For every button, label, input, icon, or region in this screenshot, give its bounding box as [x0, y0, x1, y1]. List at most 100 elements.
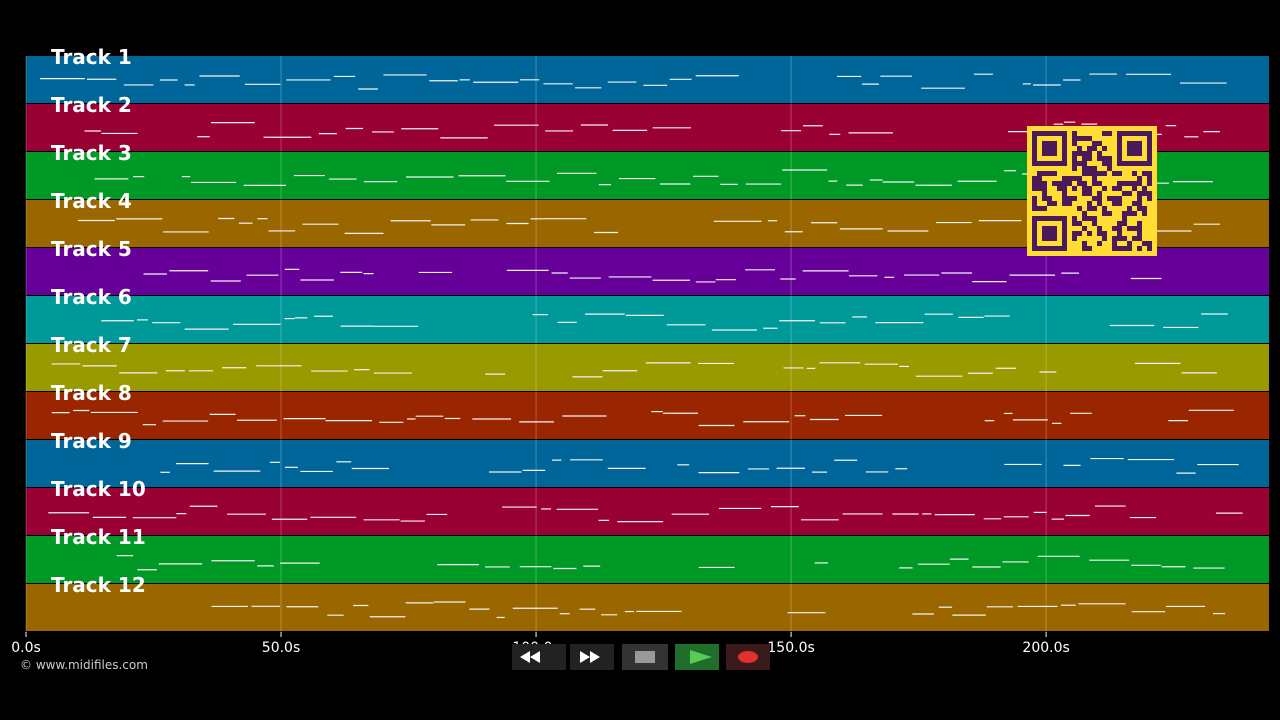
track-row — [26, 296, 1269, 343]
qr-module — [1082, 156, 1087, 161]
qr-module — [1132, 171, 1137, 176]
qr-finder — [1042, 226, 1057, 241]
qr-module — [1097, 151, 1102, 156]
record-icon — [738, 651, 758, 663]
stop-icon — [635, 651, 655, 663]
qr-module — [1062, 191, 1067, 196]
track-row — [26, 440, 1269, 487]
qr-module — [1137, 181, 1142, 186]
qr-code — [1027, 126, 1157, 256]
qr-module — [1117, 171, 1122, 176]
qr-module — [1122, 236, 1127, 241]
track-label: Track 2 — [51, 93, 132, 117]
qr-module — [1032, 206, 1037, 211]
qr-module — [1102, 156, 1107, 161]
qr-module — [1117, 236, 1122, 241]
track-row — [26, 536, 1269, 583]
qr-module — [1087, 191, 1092, 196]
qr-module — [1107, 131, 1112, 136]
qr-module — [1097, 171, 1102, 176]
qr-finder — [1127, 141, 1142, 156]
qr-module — [1042, 186, 1047, 191]
qr-module — [1102, 236, 1107, 241]
qr-module — [1102, 206, 1107, 211]
qr-module — [1112, 196, 1117, 201]
qr-module — [1147, 241, 1152, 246]
qr-module — [1037, 181, 1042, 186]
qr-module — [1147, 176, 1152, 181]
qr-module — [1077, 146, 1082, 151]
qr-module — [1092, 181, 1097, 186]
qr-module — [1097, 141, 1102, 146]
qr-module — [1052, 171, 1057, 176]
qr-module — [1147, 196, 1152, 201]
qr-module — [1077, 206, 1082, 211]
qr-module — [1087, 166, 1092, 171]
qr-module — [1077, 231, 1082, 236]
qr-module — [1097, 231, 1102, 236]
qr-module — [1092, 166, 1097, 171]
qr-module — [1072, 236, 1077, 241]
qr-module — [1042, 206, 1047, 211]
play-icon — [690, 650, 712, 664]
qr-module — [1067, 196, 1072, 201]
qr-module — [1142, 211, 1147, 216]
qr-module — [1052, 201, 1057, 206]
qr-module — [1087, 151, 1092, 156]
qr-module — [1147, 246, 1152, 251]
qr-module — [1087, 206, 1092, 211]
track-label: Track 1 — [51, 45, 132, 69]
track-label: Track 5 — [51, 237, 132, 261]
qr-module — [1147, 191, 1152, 196]
qr-module — [1032, 176, 1037, 181]
qr-module — [1102, 161, 1107, 166]
qr-module — [1082, 211, 1087, 216]
qr-module — [1102, 171, 1107, 176]
qr-module — [1042, 171, 1047, 176]
qr-module — [1072, 156, 1077, 161]
qr-module — [1057, 186, 1062, 191]
qr-module — [1092, 221, 1097, 226]
qr-module — [1132, 181, 1137, 186]
qr-module — [1082, 226, 1087, 231]
track-label: Track 10 — [51, 477, 146, 501]
credit: © www.midifiles.com — [20, 658, 148, 672]
qr-module — [1082, 246, 1087, 251]
qr-module — [1072, 216, 1077, 221]
qr-module — [1127, 181, 1132, 186]
qr-module — [1137, 206, 1142, 211]
qr-module — [1122, 181, 1127, 186]
qr-module — [1127, 191, 1132, 196]
track-label: Track 9 — [51, 429, 132, 453]
qr-module — [1092, 146, 1097, 151]
qr-module — [1122, 246, 1127, 251]
qr-module — [1112, 186, 1117, 191]
track-label: Track 8 — [51, 381, 132, 405]
qr-module — [1117, 246, 1122, 251]
qr-module — [1057, 181, 1062, 186]
qr-module — [1097, 191, 1102, 196]
qr-module — [1092, 206, 1097, 211]
track-label: Track 12 — [51, 573, 146, 597]
qr-module — [1132, 186, 1137, 191]
qr-module — [1037, 206, 1042, 211]
qr-module — [1137, 221, 1142, 226]
qr-module — [1097, 196, 1102, 201]
qr-module — [1112, 201, 1117, 206]
qr-module — [1142, 241, 1147, 246]
qr-module — [1072, 176, 1077, 181]
tick-label: 50.0s — [262, 640, 300, 656]
qr-module — [1142, 206, 1147, 211]
qr-module — [1037, 186, 1042, 191]
qr-module — [1092, 216, 1097, 221]
qr-module — [1132, 236, 1137, 241]
qr-module — [1137, 226, 1142, 231]
qr-module — [1097, 181, 1102, 186]
qr-module — [1132, 211, 1137, 216]
qr-module — [1137, 196, 1142, 201]
qr-module — [1117, 181, 1122, 186]
rewind-icon — [520, 651, 540, 663]
qr-module — [1047, 171, 1052, 176]
qr-module — [1112, 236, 1117, 241]
qr-module — [1082, 241, 1087, 246]
